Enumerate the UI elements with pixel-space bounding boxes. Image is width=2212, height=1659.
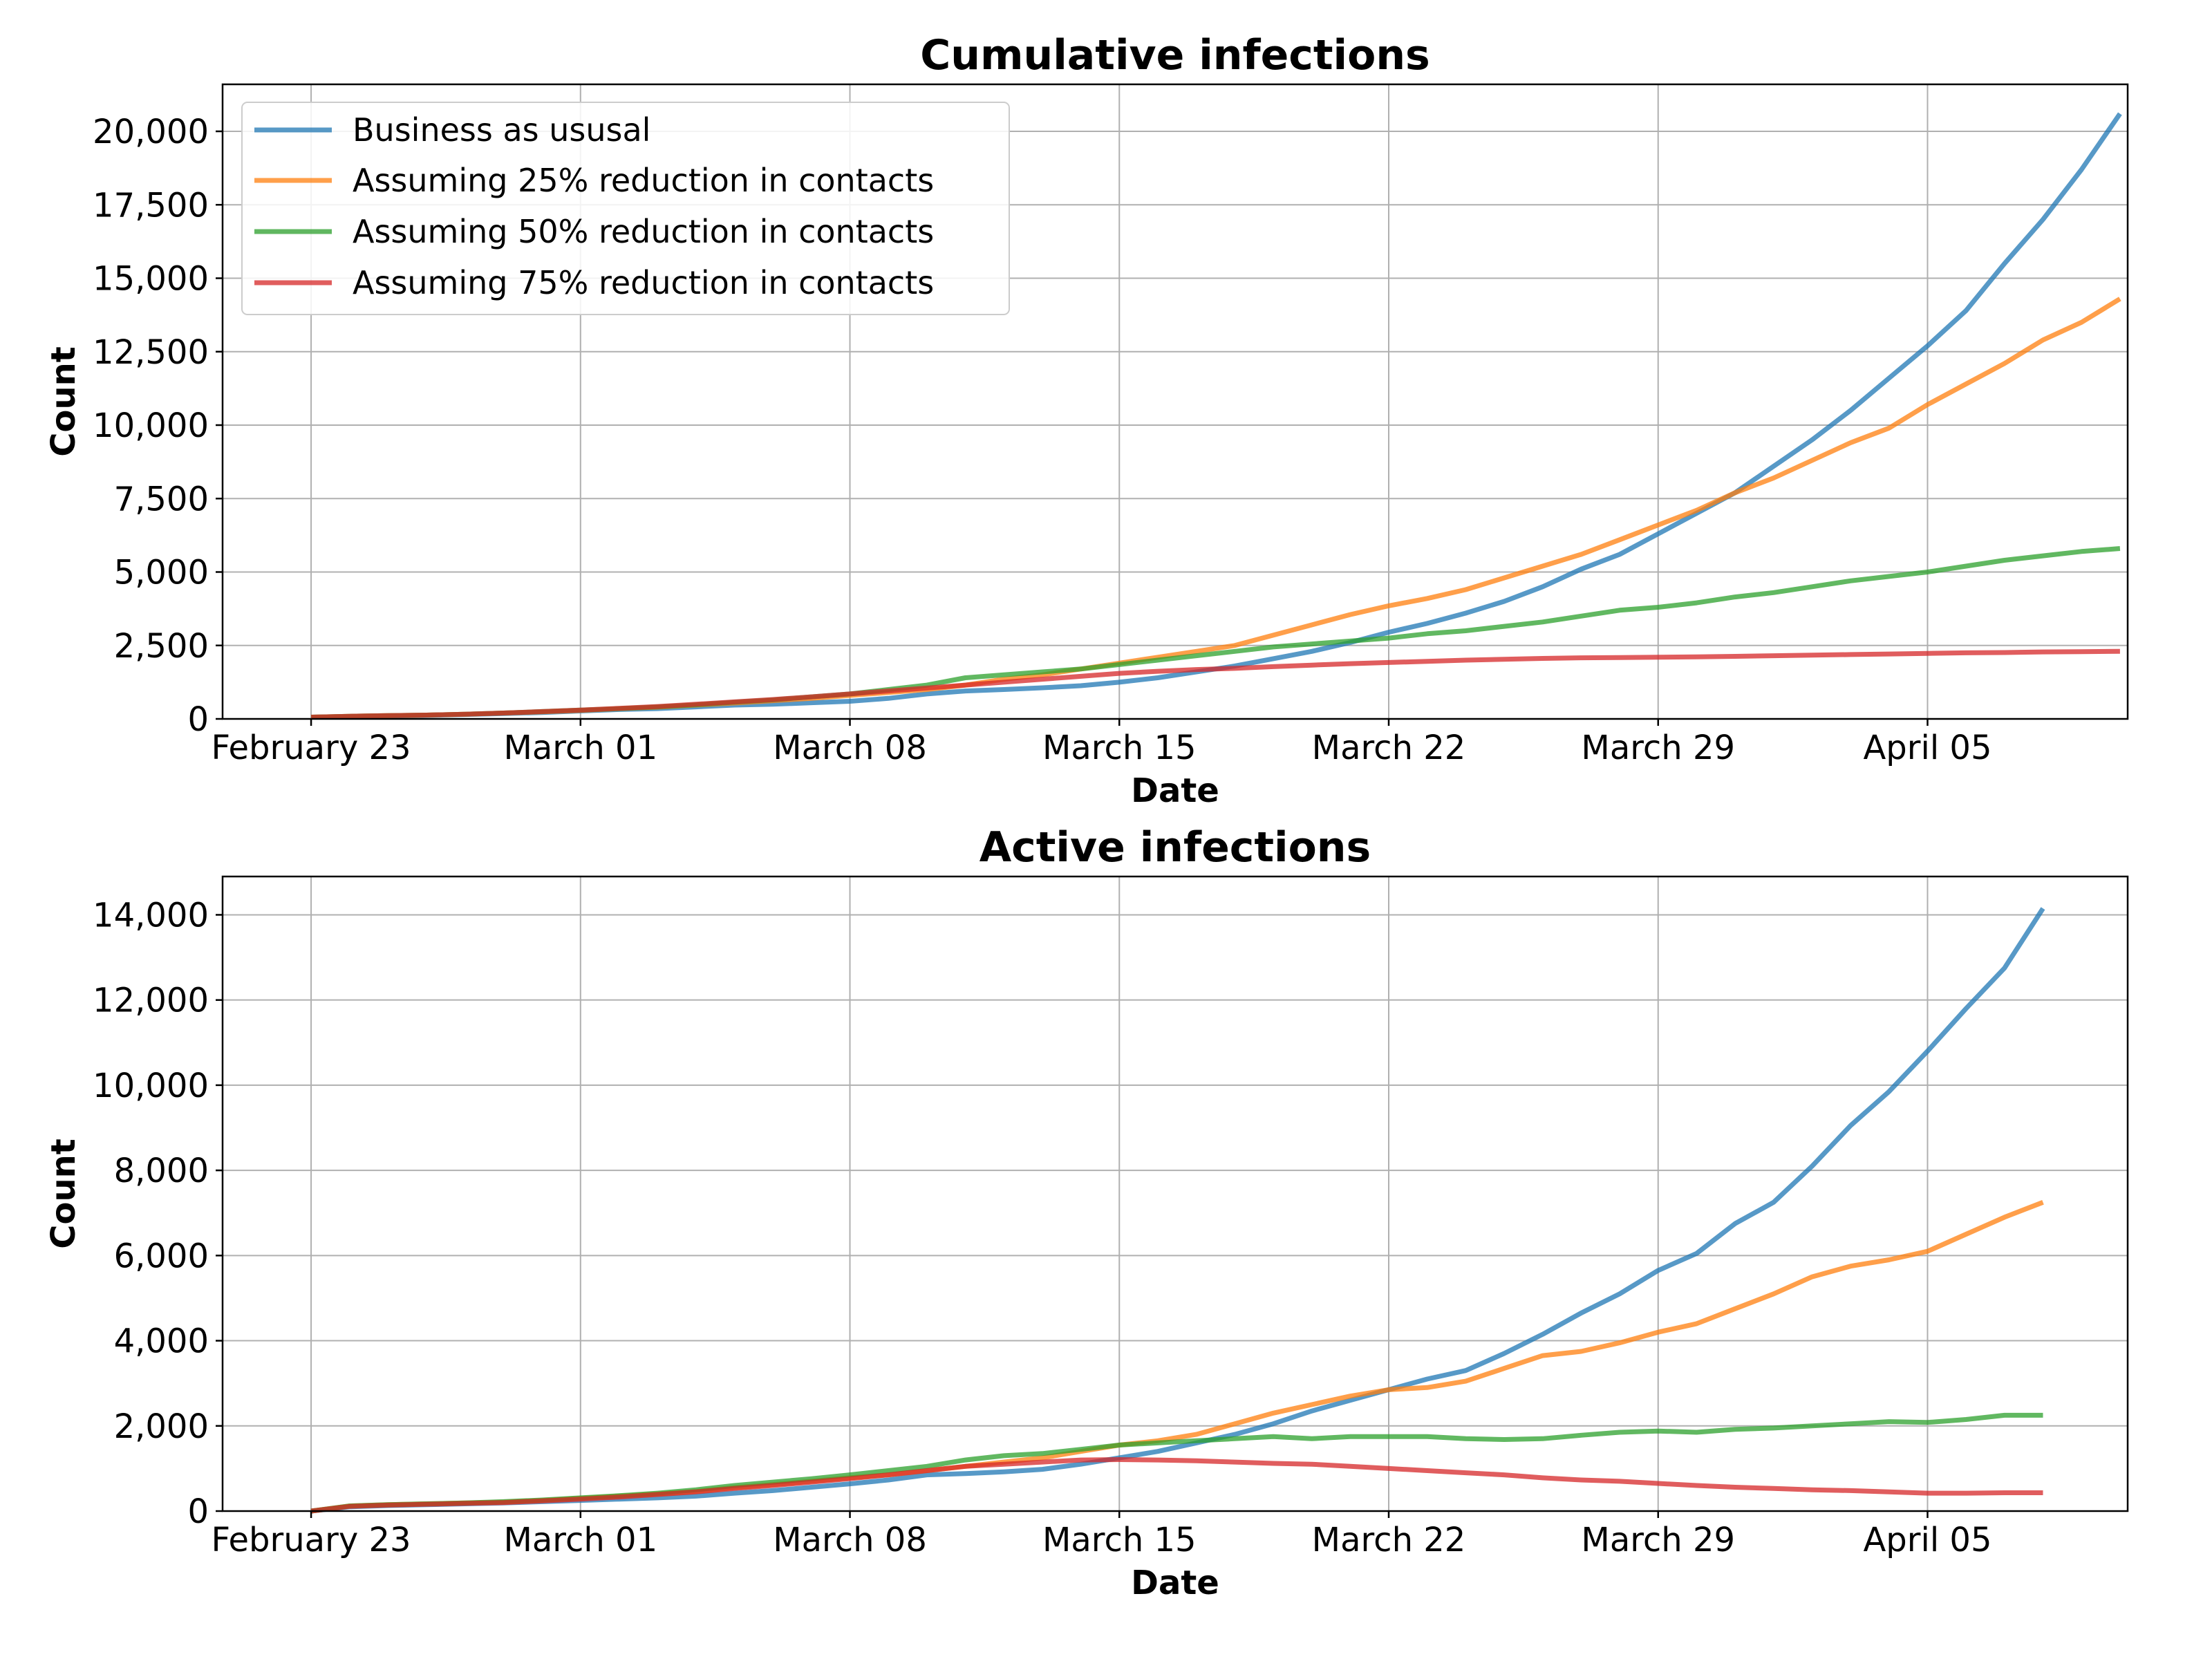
y-tick-label: 12,000 <box>93 982 209 1020</box>
x-tick-label: March 15 <box>1042 1521 1197 1559</box>
y-axis-label: Count <box>44 1138 83 1249</box>
y-tick-label: 5,000 <box>114 554 209 592</box>
legend-label-75-reduction: Assuming 75% reduction in contacts <box>353 264 934 301</box>
x-tick-label: February 23 <box>212 1521 411 1559</box>
grid-lines <box>223 877 2128 1512</box>
chart-cumulative-infections: Cumulative infections February 23 March 0… <box>44 31 2129 810</box>
y-tick-label: 7,500 <box>114 480 209 518</box>
legend-label-business-as-usual: Business as ususal <box>353 111 650 149</box>
plot-frame <box>221 875 2129 1512</box>
x-tick-label: April 05 <box>1863 1521 1991 1559</box>
legend-label-25-reduction: Assuming 25% reduction in contacts <box>353 162 934 199</box>
plot-frame <box>221 83 2129 720</box>
legend: Business as ususal Assuming 25% reductio… <box>241 102 1010 315</box>
series-line-business-as-ususal <box>310 907 2045 1514</box>
y-tick-label: 12,500 <box>93 333 209 372</box>
x-tick-label: February 23 <box>212 729 411 767</box>
y-tick-label: 17,500 <box>93 186 209 225</box>
y-tick-labels: 0 2,000 4,000 6,000 8,000 10,000 12,000 14,000 <box>93 896 209 1531</box>
y-tick-label: 15,000 <box>93 260 209 299</box>
y-tick-label: 0 <box>187 700 209 739</box>
x-tick-label: April 05 <box>1863 729 1991 767</box>
y-tick-labels: 0 2,500 5,000 7,500 10,000 12,500 15,000 17,500… <box>93 113 209 739</box>
x-tick-label: March 15 <box>1042 729 1197 767</box>
series-line-assuming-75-reduction-in-contacts <box>311 648 2120 720</box>
x-axis-label: Date <box>1131 771 1219 810</box>
y-tick-label: 10,000 <box>93 406 209 445</box>
series-line-assuming-75-reduction-in-contacts <box>310 1457 2043 1514</box>
y-tick-label: 2,000 <box>114 1407 209 1446</box>
series-line-assuming-50-reduction-in-contacts <box>311 546 2121 720</box>
x-tick-label: March 08 <box>773 1521 927 1559</box>
y-tick-label: 20,000 <box>93 113 209 151</box>
y-tick-label: 6,000 <box>114 1237 209 1275</box>
legend-label-50-reduction: Assuming 50% reduction in contacts <box>353 213 934 250</box>
chart-active-infections: Active infections February 23 March 01 Mar… <box>44 823 2129 1602</box>
y-axis-label: Count <box>44 346 83 457</box>
y-tick-label: 4,000 <box>114 1322 209 1361</box>
series-line-assuming-25-reduction-in-contacts <box>310 1200 2044 1514</box>
x-tick-labels: February 23 March 01 March 08 March 15 March… <box>212 1521 1992 1559</box>
series-lines <box>310 907 2045 1514</box>
series-lines <box>311 112 2122 720</box>
x-tick-labels: February 23 March 01 March 08 March 15 March… <box>212 729 1992 767</box>
y-tick-label: 10,000 <box>93 1067 209 1105</box>
x-tick-label: March 01 <box>503 729 657 767</box>
x-tick-label: March 22 <box>1312 1521 1466 1559</box>
x-tick-label: March 29 <box>1581 729 1735 767</box>
x-tick-label: March 29 <box>1581 1521 1735 1559</box>
y-tick-label: 2,500 <box>114 627 209 666</box>
chart-title: Active infections <box>980 823 1371 872</box>
y-tick-label: 0 <box>187 1492 209 1531</box>
y-tick-label: 14,000 <box>93 896 209 935</box>
x-tick-label: March 22 <box>1312 729 1466 767</box>
x-tick-label: March 01 <box>503 1521 657 1559</box>
y-tick-label: 8,000 <box>114 1152 209 1190</box>
legend-box <box>241 102 1010 315</box>
series-line-assuming-50-reduction-in-contacts <box>310 1412 2043 1514</box>
chart-title: Cumulative infections <box>920 31 1430 79</box>
x-axis-label: Date <box>1131 1564 1219 1602</box>
x-tick-label: March 08 <box>773 729 927 767</box>
